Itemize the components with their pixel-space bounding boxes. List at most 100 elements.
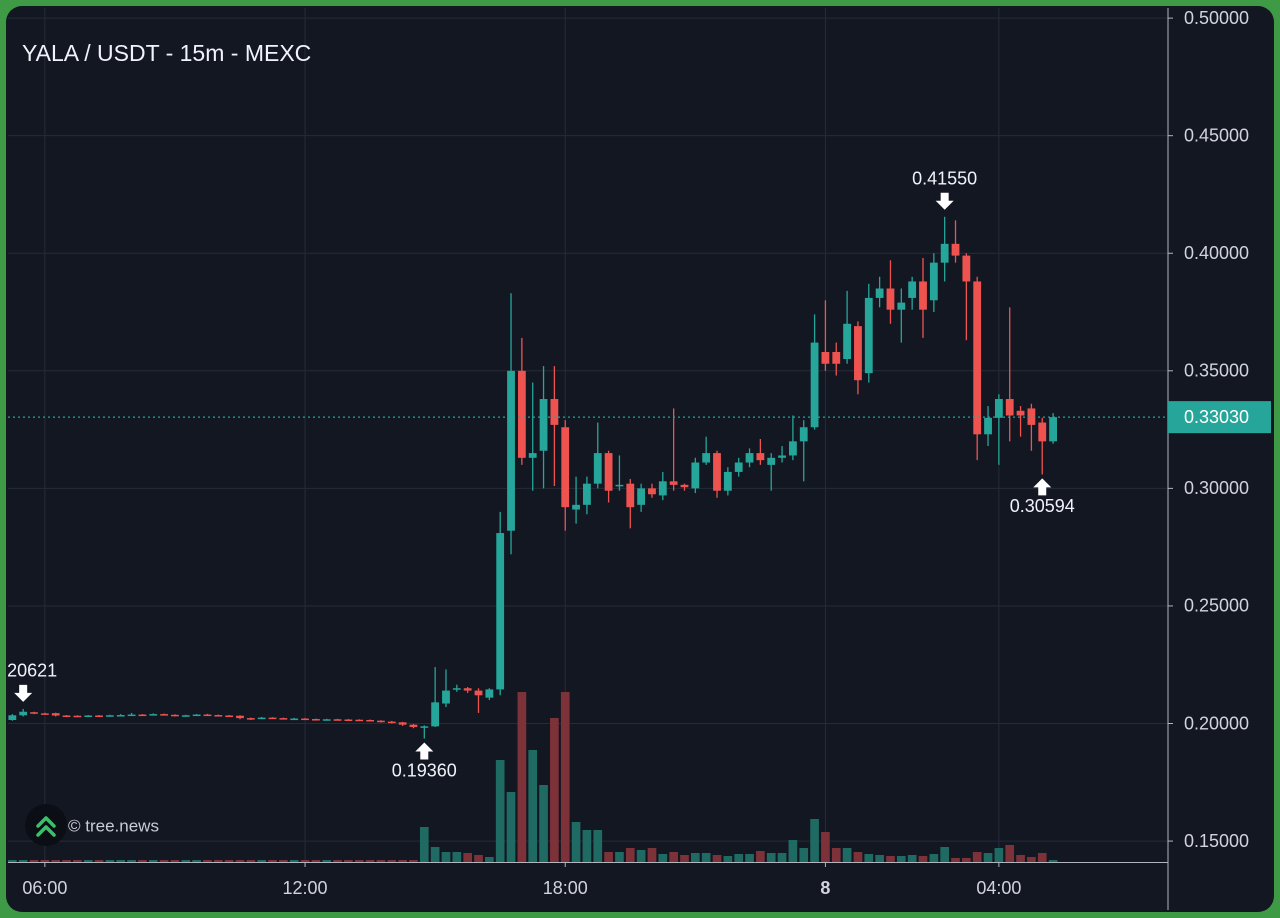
candle-body xyxy=(30,712,38,714)
candle-body xyxy=(745,453,754,463)
candle-body xyxy=(984,417,992,435)
candle-body xyxy=(919,281,927,310)
candle-body xyxy=(40,713,49,715)
volume-bar xyxy=(430,847,440,862)
y-tick-label: 0.30000 xyxy=(1184,478,1249,498)
volume-bar xyxy=(322,860,332,862)
volume-bar xyxy=(495,760,505,862)
candle-body xyxy=(778,455,786,458)
volume-bar xyxy=(777,853,787,862)
candle-body xyxy=(615,484,624,487)
volume-bar xyxy=(257,860,267,862)
candle-body xyxy=(192,714,201,717)
candle-body xyxy=(127,714,136,717)
panel xyxy=(6,6,1274,912)
candle-body xyxy=(95,715,103,718)
volume-bar xyxy=(365,860,375,862)
volume-bar xyxy=(886,856,895,862)
candle-body xyxy=(973,281,982,435)
annotation-label: 0.41550 xyxy=(912,169,977,189)
volume-bar xyxy=(766,853,776,862)
volume-bar xyxy=(300,860,310,862)
candle-body xyxy=(485,689,494,698)
candle-body xyxy=(214,715,223,717)
candle-body xyxy=(333,719,342,721)
volume-bar xyxy=(463,853,472,862)
candle-body xyxy=(1038,422,1047,442)
x-tick-label: 04:00 xyxy=(976,878,1021,898)
candle-body xyxy=(572,504,580,510)
last-price-box xyxy=(1168,401,1271,434)
candle-body xyxy=(62,715,71,718)
candle-body xyxy=(702,453,711,463)
candle-body xyxy=(442,690,450,704)
volume-bar xyxy=(409,860,418,862)
candle-body xyxy=(723,471,732,491)
volume-bar xyxy=(896,856,906,862)
candle-body xyxy=(452,688,461,690)
volume-bar xyxy=(994,848,1004,862)
x-tick-label: 18:00 xyxy=(543,878,588,898)
volume-bar xyxy=(333,860,342,862)
volume-bar xyxy=(376,860,386,862)
candle-body xyxy=(648,488,656,495)
candle-body xyxy=(767,457,776,465)
candle-body xyxy=(51,713,60,716)
volume-bar xyxy=(474,855,483,862)
candle-body xyxy=(962,255,971,282)
volume-bar xyxy=(571,822,581,862)
volume-bar xyxy=(907,855,917,862)
candle-body xyxy=(788,441,797,456)
candle-body xyxy=(713,453,721,491)
volume-bar xyxy=(279,860,288,862)
volume-bar xyxy=(745,854,754,862)
volume-bar xyxy=(593,830,603,862)
volume-bar xyxy=(73,860,82,862)
candle-body xyxy=(604,453,613,491)
volume-bar xyxy=(756,851,765,862)
volume-bar xyxy=(203,860,212,862)
volume-bar xyxy=(51,860,61,862)
volume-bar xyxy=(701,853,711,862)
candle-body xyxy=(680,484,689,488)
volume-bar xyxy=(441,852,451,862)
candle-body xyxy=(279,718,288,720)
candle-body xyxy=(875,288,884,298)
volume-bar xyxy=(962,858,971,862)
volume-bar xyxy=(224,860,234,862)
candle-body xyxy=(1027,408,1036,425)
volume-bar xyxy=(1048,860,1058,862)
volume-bar xyxy=(560,692,570,862)
y-tick-label: 0.35000 xyxy=(1184,361,1249,381)
annotation-arrow xyxy=(935,192,954,210)
volume-bar xyxy=(625,848,635,862)
volume-bar xyxy=(539,785,548,862)
candle-body xyxy=(398,722,407,725)
volume-bar xyxy=(40,860,50,862)
volume-bar xyxy=(615,852,624,862)
candle-body xyxy=(463,688,472,691)
volume-bar xyxy=(788,840,798,862)
candle-body xyxy=(246,718,255,720)
volume-bar xyxy=(604,852,613,862)
volume-bar xyxy=(734,854,744,862)
volume-bar xyxy=(983,853,993,862)
annotation-label: 0.19360 xyxy=(392,760,457,780)
volume-bar xyxy=(159,860,169,862)
volume-bar xyxy=(311,860,321,862)
volume-bar xyxy=(138,860,147,862)
candle-body xyxy=(517,370,526,458)
annotation-label: 0.30594 xyxy=(1010,496,1075,516)
candle-body xyxy=(583,483,591,505)
candle-body xyxy=(799,427,808,442)
candle-body xyxy=(810,342,819,428)
candle-body xyxy=(73,715,82,718)
candle-body xyxy=(550,399,559,425)
volume-bar xyxy=(398,860,407,862)
volume-bar xyxy=(148,860,158,862)
candle-body xyxy=(322,719,331,721)
volume-bar xyxy=(669,852,678,862)
candle-body xyxy=(149,714,158,716)
x-tick-label: 06:00 xyxy=(22,878,67,898)
candle-body xyxy=(257,717,266,720)
